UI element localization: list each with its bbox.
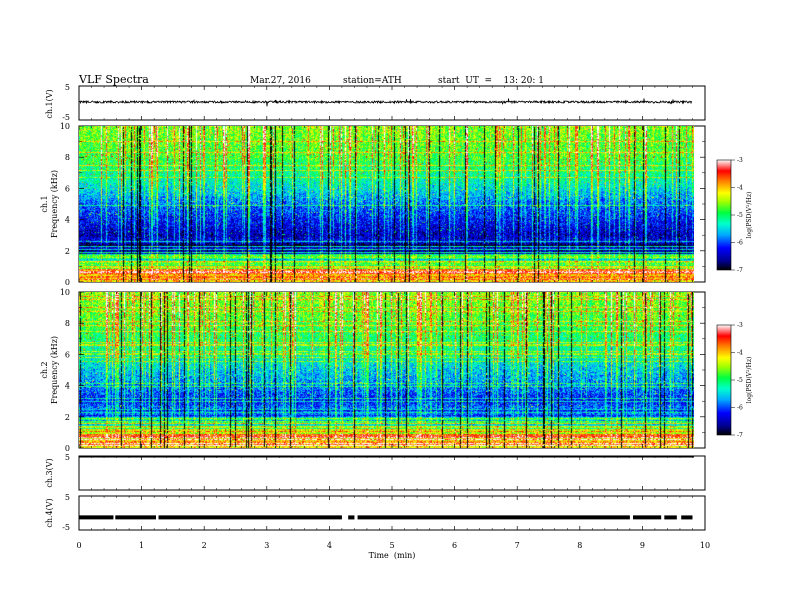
x-tick-label: 6 [452, 541, 457, 550]
x-tick-label: 3 [264, 541, 269, 550]
ch2-colorbar: log(PSD(V2/Hz) -3 -4 -5 -6 -7 [716, 322, 754, 439]
x-tick-label: 9 [640, 541, 645, 550]
x-tick-label: 4 [327, 541, 332, 550]
ch4-waveform-frame [78, 495, 706, 531]
x-tick-label: 10 [700, 541, 710, 550]
colorbar-tick-label: -3 [737, 322, 743, 329]
ch2-colorbar-label: log(PSD(V2/Hz) [745, 357, 754, 404]
ch1-waveform-ytick-top: 5 [65, 83, 70, 92]
y-tick-label: 4 [65, 382, 70, 391]
y-tick-label: 10 [60, 122, 70, 131]
colorbar-tick-label: -6 [737, 240, 743, 247]
ch2-colorbar-scale [716, 324, 732, 436]
ch3-waveform-ylabel: ch.3(V) [45, 458, 54, 487]
colorbar-tick-label: -4 [737, 350, 743, 357]
ch1-colorbar-scale [716, 159, 732, 271]
colorbar-tick-label: -5 [737, 212, 743, 219]
header-station: station=ATH [343, 76, 402, 86]
ch1-waveform-ylabel: ch.1(V) [45, 89, 54, 118]
ch1-colorbar: log(PSD(V2/Hz) -3 -4 -5 -6 -7 [716, 157, 754, 274]
ch2-spectrogram-ylabel-channel: ch.2 [40, 361, 49, 378]
colorbar-tick-label: -7 [737, 267, 743, 274]
ch4-waveform-ytick-top: 5 [65, 493, 70, 502]
colorbar-tick-label: -5 [737, 377, 743, 384]
ch1-spectrogram-ylabel-freq: Frequency (kHz) [50, 170, 59, 238]
y-tick-label: 0 [65, 278, 70, 287]
y-tick-label: 4 [65, 216, 70, 225]
y-tick-label: 6 [65, 184, 70, 193]
ch4-waveform-ytick-bottom: -5 [62, 523, 70, 532]
x-tick-label: 1 [139, 541, 144, 550]
y-tick-label: 2 [65, 413, 70, 422]
y-tick-label: 0 [65, 444, 70, 453]
ch3-waveform-frame [78, 455, 706, 491]
x-tick-label: 0 [76, 541, 81, 550]
ch1-spectrogram-ylabel-channel: ch.1 [40, 195, 49, 212]
colorbar-tick-label: -4 [737, 185, 743, 192]
ch1-waveform-ytick-bottom: -5 [62, 113, 70, 122]
y-tick-label: 6 [65, 350, 70, 359]
y-tick-label: 8 [65, 153, 70, 162]
x-tick-label: 7 [515, 541, 520, 550]
ch1-waveform-trace [78, 98, 693, 107]
header-start-ut: start UT = 13: 20: 1 [438, 76, 544, 86]
colorbar-tick-label: -7 [737, 432, 743, 439]
y-tick-label: 2 [65, 247, 70, 256]
ch2-spectrogram-image [79, 292, 694, 448]
ch1-spectrogram-image [79, 126, 694, 282]
ch2-spectrogram-ylabel-freq: Frequency (kHz) [50, 336, 59, 404]
x-tick-label: 2 [202, 541, 207, 550]
ch4-waveform-ylabel: ch.4(V) [45, 498, 54, 527]
y-tick-label: 8 [65, 319, 70, 328]
ch1-colorbar-label: log(PSD(V2/Hz) [745, 192, 754, 239]
figure-title: VLF Spectra [78, 73, 149, 86]
ch3-waveform-ytick-top: 5 [65, 453, 70, 462]
colorbar-tick-label: -6 [737, 405, 743, 412]
y-tick-label: 10 [60, 288, 70, 297]
x-tick-label: 5 [389, 541, 394, 550]
header-date: Mar.27, 2016 [250, 76, 311, 86]
x-tick-label: 8 [577, 541, 582, 550]
x-axis-label: Time (min) [369, 551, 416, 560]
colorbar-tick-label: -3 [737, 157, 743, 164]
